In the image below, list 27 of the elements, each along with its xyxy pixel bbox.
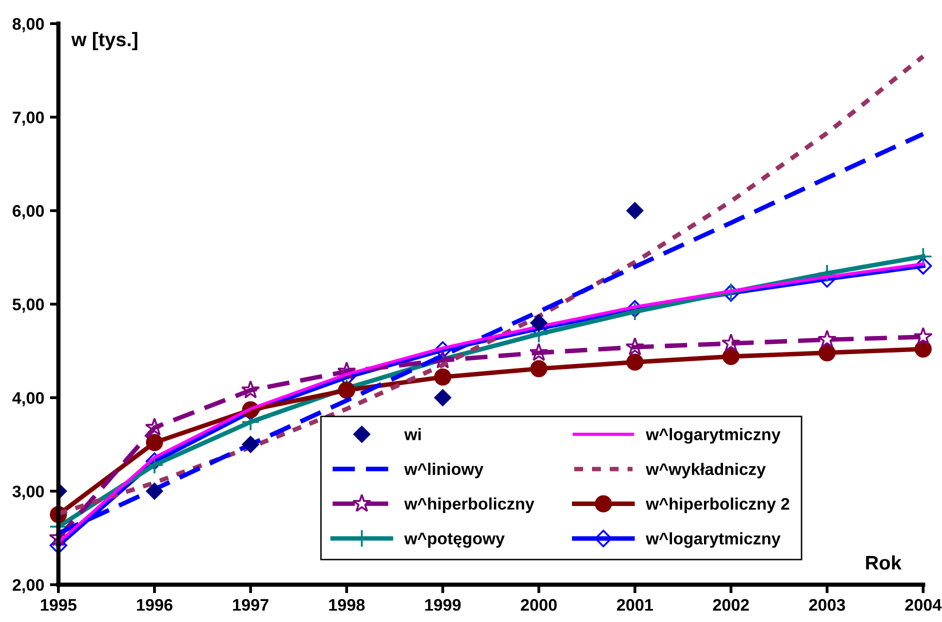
x-axis-title: Rok bbox=[866, 555, 902, 570]
legend-label: w^hiperboliczny 2 bbox=[646, 498, 790, 514]
legend-label: w^logarytmiczny bbox=[646, 428, 781, 444]
legend-label: wi bbox=[404, 428, 421, 440]
legend-label: w^liniowy bbox=[404, 462, 484, 478]
legend-label: w^logarytmiczny bbox=[646, 532, 781, 548]
legend-label: w^wykładniczy bbox=[646, 462, 766, 478]
x-tick-label: 1998 bbox=[329, 599, 365, 611]
x-tick-label: 2002 bbox=[713, 599, 749, 611]
y-tick-label: 2,00 bbox=[12, 579, 44, 594]
x-tick-label: 2004 bbox=[905, 599, 942, 611]
x-tick-label: 1997 bbox=[233, 599, 268, 611]
y-tick-label: 6,00 bbox=[12, 205, 44, 220]
y-axis-title: w [tys.] bbox=[71, 32, 138, 50]
y-tick-label: 8,00 bbox=[12, 18, 44, 32]
legend-label: w^hiperboliczny bbox=[404, 497, 534, 513]
x-tick-label: 1996 bbox=[137, 599, 172, 611]
y-tick-label: 3,00 bbox=[12, 486, 44, 500]
legend-label: w^potęgowy bbox=[404, 532, 505, 548]
x-tick-label: 1999 bbox=[425, 599, 461, 611]
x-tick-label: 1995 bbox=[40, 599, 76, 611]
x-tick-label: 2001 bbox=[616, 599, 653, 611]
x-tick-label: 2000 bbox=[520, 599, 557, 611]
y-tick-label: 5,00 bbox=[12, 298, 44, 313]
y-tick-label: 4,00 bbox=[12, 392, 44, 406]
x-tick-label: 2003 bbox=[809, 599, 846, 611]
y-tick-label: 7,00 bbox=[12, 112, 44, 126]
